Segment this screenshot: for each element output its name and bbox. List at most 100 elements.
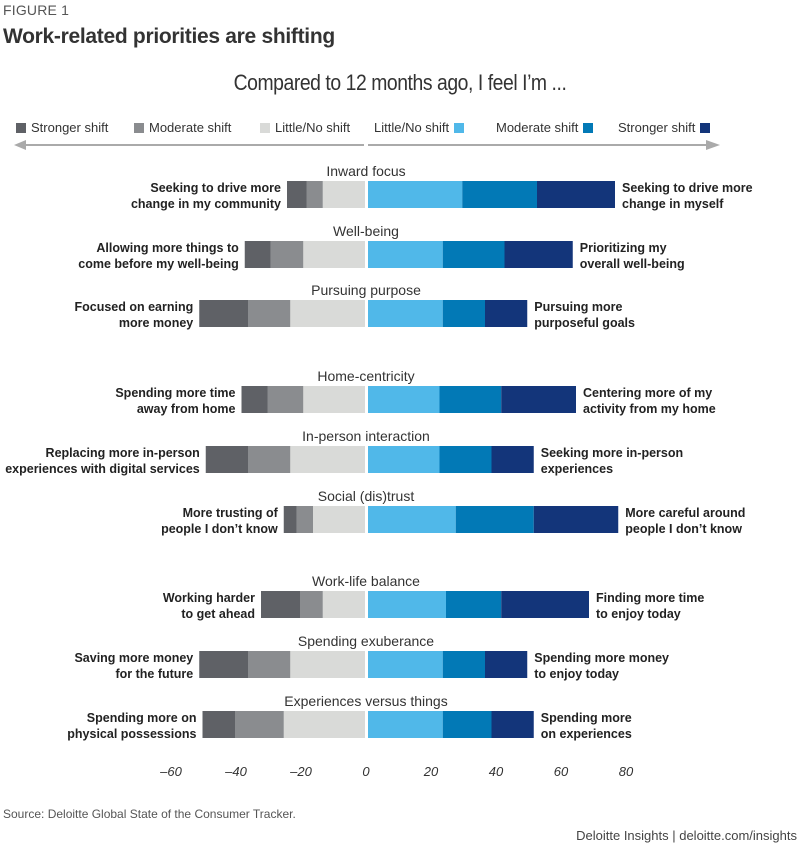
x-tick-label: –20 [289, 764, 312, 779]
label-line: purposeful goals [534, 316, 635, 330]
legend-swatch [16, 122, 26, 133]
right-statement-label: Seeking to drive more change in myself [622, 181, 753, 211]
legend-right-moderate: Moderate shift [496, 120, 594, 135]
label-line: Seeking to drive more [150, 181, 281, 195]
bar-left-stronger [199, 300, 248, 327]
label-line: change in myself [622, 197, 724, 211]
bar-right-little [368, 386, 440, 413]
legend-swatch [583, 122, 594, 133]
label-line: Saving more money [74, 651, 193, 665]
category-label: Experiences versus things [284, 693, 447, 709]
bar-left-little [322, 591, 365, 618]
chart-subtitle: Compared to 12 months ago, I feel I’m ..… [233, 70, 567, 95]
category-label: Work-life balance [312, 573, 420, 589]
bar-right-little [368, 591, 446, 618]
label-line: Working harder [163, 591, 255, 605]
right-statement-label: Pursuing more purposeful goals [534, 300, 635, 330]
bar-left-moderate [300, 591, 323, 618]
label-line: away from home [137, 402, 236, 416]
bar-right-stronger [491, 711, 534, 738]
bar-left-moderate [248, 651, 291, 678]
bar-right-stronger [504, 241, 573, 268]
bar-row-in-person-interaction: In-person interaction Replacing more in-p… [5, 428, 683, 476]
legend-left-little: Little/No shift [260, 120, 350, 135]
label-line: Spending more time [115, 386, 235, 400]
bar-left-stronger [199, 651, 248, 678]
right-statement-label: Prioritizing my overall well-being [580, 241, 685, 271]
bar-left-moderate [270, 241, 304, 268]
label-line: come before my well-being [78, 257, 238, 271]
label-line: change in my community [131, 197, 281, 211]
bar-left-stronger [283, 506, 297, 533]
label-line: Focused on earning [74, 300, 193, 314]
bar-row-well-being: Well-being Allowing more things to come be… [78, 223, 684, 271]
label-line: Centering more of my [583, 386, 712, 400]
category-label: Pursuing purpose [311, 282, 421, 298]
right-direction-arrow [368, 140, 720, 150]
x-tick-label: –40 [224, 764, 247, 779]
x-tick-label: –60 [159, 764, 182, 779]
x-tick-label: 60 [554, 764, 569, 779]
legend-swatch [454, 122, 465, 133]
legend-left-moderate: Moderate shift [134, 120, 231, 135]
left-statement-label: More trusting of people I don’t know [161, 506, 278, 536]
left-statement-label: Replacing more in-person experiences with… [5, 446, 200, 476]
legend-label: Little/No shift [374, 120, 450, 135]
right-statement-label: Finding more time to enjoy today [596, 591, 704, 621]
label-line: Replacing more in-person [46, 446, 200, 460]
bar-right-moderate [442, 651, 485, 678]
category-label: Home-centricity [317, 368, 414, 384]
left-statement-label: Seeking to drive more change in my commun… [131, 181, 281, 211]
left-statement-label: Working harder to get ahead [163, 591, 255, 621]
bar-row-home-centricity: Home-centricity Spending more time away fr… [115, 368, 715, 416]
bar-left-moderate [296, 506, 313, 533]
label-line: Prioritizing my [580, 241, 667, 255]
label-line: activity from my home [583, 402, 716, 416]
bar-left-moderate [306, 181, 323, 208]
bar-left-moderate [248, 446, 291, 473]
chart-title: Work-related priorities are shifting [3, 25, 335, 48]
left-statement-label: Saving more money for the future [74, 651, 193, 681]
bar-right-little [368, 711, 443, 738]
bar-right-little [368, 300, 443, 327]
bar-right-stronger [537, 181, 615, 208]
bar-right-moderate [455, 506, 534, 533]
legend-label: Stronger shift [618, 120, 696, 135]
bar-right-stronger [501, 386, 576, 413]
source-note: Source: Deloitte Global State of the Con… [3, 807, 296, 821]
bar-left-stronger [241, 386, 268, 413]
bar-left-stronger [205, 446, 248, 473]
label-line: physical possessions [67, 727, 196, 741]
label-line: on experiences [541, 727, 632, 741]
bar-right-stronger [501, 591, 589, 618]
left-statement-label: Focused on earning more money [74, 300, 193, 330]
label-line: to enjoy today [534, 667, 619, 681]
bar-right-moderate [442, 300, 485, 327]
label-line: to get ahead [181, 607, 255, 621]
bar-left-stronger [287, 181, 307, 208]
label-line: experiences with digital services [5, 462, 200, 476]
legend-swatch [700, 122, 711, 133]
label-line: Spending more money [534, 651, 669, 665]
bar-left-little [290, 300, 365, 327]
bar-row-experiences-versus-things: Experiences versus things Spending more o… [67, 693, 632, 741]
x-tick-label: 40 [489, 764, 504, 779]
label-line: Seeking more in-person [541, 446, 683, 460]
label-line: experiences [541, 462, 613, 476]
legend-left-stronger: Stronger shift [16, 120, 108, 135]
bar-right-little [368, 241, 443, 268]
left-statement-label: Spending more on physical possessions [67, 711, 196, 741]
bar-left-little [303, 241, 365, 268]
bar-left-little [290, 651, 365, 678]
bar-right-stronger [485, 651, 528, 678]
legend-label: Little/No shift [275, 120, 351, 135]
legend-swatch [260, 122, 270, 133]
legend-right-little: Little/No shift [374, 120, 465, 135]
bar-right-little [368, 651, 443, 678]
right-statement-label: Spending more money to enjoy today [534, 651, 669, 681]
label-line: More careful around [625, 506, 745, 520]
x-tick-label: 20 [423, 764, 439, 779]
bar-right-moderate [439, 446, 492, 473]
label-line: Pursuing more [534, 300, 622, 314]
